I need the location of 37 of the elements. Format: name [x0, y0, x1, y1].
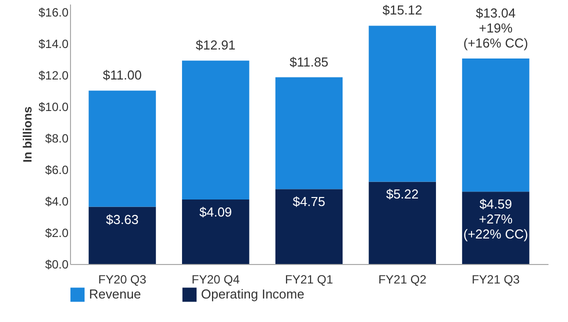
total-label: $11.85 — [290, 54, 328, 70]
data-label: $5.22 — [386, 186, 419, 202]
x-tick-label: FY20 Q4 — [192, 272, 240, 286]
bar — [88, 90, 156, 207]
total-label: $12.91 — [196, 38, 236, 53]
x-tick-label: FY21 Q1 — [284, 272, 334, 286]
y-tick-label: $16.0 — [38, 5, 69, 20]
bar — [275, 189, 343, 264]
y-tick-label: $0.0 — [45, 258, 69, 272]
y-tick-label: $8.0 — [45, 131, 69, 146]
y-tick-label: $6.0 — [45, 162, 69, 177]
data-label: $4.75 — [292, 194, 326, 210]
data-label: $3.63 — [106, 212, 139, 227]
bar — [182, 200, 250, 264]
y-tick-label: $14.0 — [38, 36, 69, 51]
legend-label: Operating Income — [201, 286, 304, 302]
x-tick-label: FY21 Q2 — [378, 272, 427, 286]
legend-label: Revenue — [89, 286, 142, 302]
total-label: $15.12 — [382, 2, 422, 18]
bar — [275, 77, 343, 190]
y-tick-label: $4.0 — [45, 194, 69, 208]
bar — [88, 206, 156, 264]
x-tick-label: FY21 Q3 — [472, 272, 520, 286]
y-tick-label: $12.0 — [38, 68, 69, 82]
total-label: $11.00 — [102, 68, 142, 83]
bar — [368, 26, 436, 182]
y-axis-title: In billions — [20, 106, 34, 162]
bar — [462, 58, 530, 192]
data-label: $4.59 +27% (+22% CC) — [463, 196, 528, 242]
total-label: $13.04 +19% (+16% CC) — [463, 6, 528, 51]
bar — [462, 192, 530, 264]
bar — [182, 60, 250, 200]
y-tick-label: $10.0 — [38, 100, 69, 114]
bar — [368, 182, 436, 264]
x-tick-label: FY20 Q3 — [98, 272, 147, 286]
y-tick-label: $2.0 — [45, 226, 69, 240]
data-label: $4.09 — [199, 204, 232, 220]
